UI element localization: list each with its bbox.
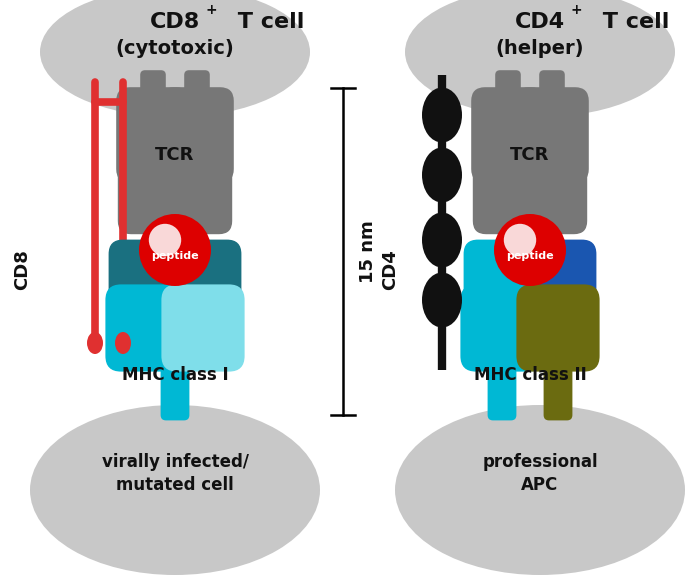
Text: peptide: peptide xyxy=(151,251,199,261)
FancyBboxPatch shape xyxy=(473,156,543,234)
Ellipse shape xyxy=(422,212,462,268)
Text: (cytotoxic): (cytotoxic) xyxy=(115,39,234,58)
FancyBboxPatch shape xyxy=(105,284,189,372)
FancyBboxPatch shape xyxy=(117,156,188,234)
Text: mutated cell: mutated cell xyxy=(116,476,234,494)
FancyBboxPatch shape xyxy=(160,87,234,183)
Ellipse shape xyxy=(395,405,685,575)
Ellipse shape xyxy=(115,332,131,354)
FancyBboxPatch shape xyxy=(116,87,190,183)
Circle shape xyxy=(149,224,181,256)
FancyBboxPatch shape xyxy=(517,284,600,372)
Ellipse shape xyxy=(422,272,462,328)
Text: MHC class I: MHC class I xyxy=(122,366,228,384)
Text: T cell: T cell xyxy=(595,12,669,32)
FancyBboxPatch shape xyxy=(543,350,572,420)
Text: CD4: CD4 xyxy=(515,12,565,32)
Text: CD8: CD8 xyxy=(13,249,31,291)
FancyBboxPatch shape xyxy=(471,87,545,183)
Text: MHC class II: MHC class II xyxy=(473,366,587,384)
Ellipse shape xyxy=(87,332,103,354)
Text: TCR: TCR xyxy=(155,146,194,164)
FancyBboxPatch shape xyxy=(495,70,521,105)
Ellipse shape xyxy=(30,405,320,575)
Text: (helper): (helper) xyxy=(496,39,584,58)
Text: professional: professional xyxy=(482,453,598,471)
FancyBboxPatch shape xyxy=(515,87,589,183)
Text: T cell: T cell xyxy=(230,12,304,32)
Text: +: + xyxy=(205,3,217,17)
FancyBboxPatch shape xyxy=(109,239,185,316)
Ellipse shape xyxy=(422,147,462,203)
Text: 15 nm: 15 nm xyxy=(359,220,377,283)
FancyBboxPatch shape xyxy=(162,156,232,234)
Text: CD4: CD4 xyxy=(381,249,399,291)
Ellipse shape xyxy=(422,87,462,143)
FancyBboxPatch shape xyxy=(140,70,166,105)
Circle shape xyxy=(139,214,211,286)
FancyBboxPatch shape xyxy=(161,350,190,420)
Text: APC: APC xyxy=(521,476,559,494)
FancyBboxPatch shape xyxy=(165,239,241,316)
Text: TCR: TCR xyxy=(510,146,550,164)
FancyBboxPatch shape xyxy=(460,284,543,372)
Ellipse shape xyxy=(40,0,310,117)
Text: CD8: CD8 xyxy=(150,12,200,32)
Circle shape xyxy=(504,224,536,256)
FancyBboxPatch shape xyxy=(488,350,517,420)
FancyBboxPatch shape xyxy=(517,156,587,234)
Circle shape xyxy=(494,214,566,286)
FancyBboxPatch shape xyxy=(519,239,596,316)
FancyBboxPatch shape xyxy=(184,70,210,105)
FancyBboxPatch shape xyxy=(464,239,541,316)
Text: +: + xyxy=(570,3,582,17)
FancyBboxPatch shape xyxy=(539,70,565,105)
Text: virally infected/: virally infected/ xyxy=(102,453,249,471)
Ellipse shape xyxy=(405,0,675,117)
Text: peptide: peptide xyxy=(506,251,554,261)
FancyBboxPatch shape xyxy=(161,284,245,372)
